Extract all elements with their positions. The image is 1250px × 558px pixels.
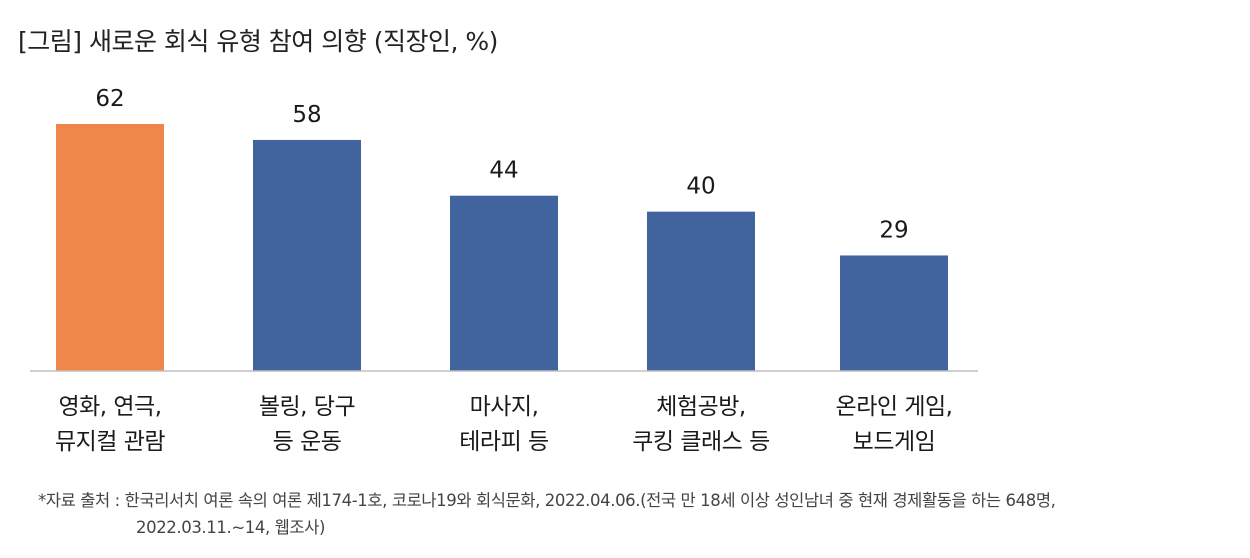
data-label-1: 62: [95, 86, 124, 112]
data-label-5: 29: [879, 217, 908, 243]
source-footnote: *자료 출처 : 한국리서치 여론 속의 여론 제174-1호, 코로나19와 …: [38, 487, 1056, 541]
bar-chart: 62 영화, 연극, 뮤지컬 관람 58 볼링, 당구등 운동 44 마사지, 테라피 등 40…: [30, 86, 978, 455]
category-label-1-line-2: 뮤지컬 관람: [55, 429, 165, 455]
footnote-line-1: *자료 출처 : 한국리서치 여론 속의 여론 제174-1호, 코로나19와 …: [38, 491, 1056, 510]
data-label-4: 40: [686, 174, 715, 200]
data-label-3: 44: [489, 158, 518, 184]
footnote-line-2: 2022.03.11.~14, 웹조사): [136, 518, 326, 537]
bar-5: [840, 255, 948, 371]
data-label-2: 58: [292, 102, 321, 128]
category-label-4-line-1: 체험공방,: [656, 394, 745, 420]
bars-group: 62 영화, 연극, 뮤지컬 관람 58 볼링, 당구등 운동 44 마사지, 테라피 등 40…: [55, 86, 953, 455]
category-label-2-line-2: 등 운동: [273, 429, 342, 455]
category-label-1-line-1: 영화, 연극,: [58, 394, 161, 420]
category-label-5-line-1: 온라인 게임,: [836, 394, 953, 420]
bar-4: [647, 211, 755, 371]
category-label-5-line-2: 보드게임: [853, 429, 936, 455]
category-label-2-line-1: 볼링, 당구: [259, 394, 355, 420]
category-label-3-line-1: 마사지,: [470, 394, 539, 420]
bar-3: [450, 195, 558, 371]
chart-title: [그림] 새로운 회식 유형 참여 의향 (직장인, %): [18, 27, 498, 56]
category-label-4-line-2: 쿠킹 클래스 등: [632, 429, 770, 455]
category-label-3-line-2: 테라피 등: [459, 429, 548, 455]
bar-2: [253, 139, 361, 371]
bar-1: [56, 124, 164, 371]
